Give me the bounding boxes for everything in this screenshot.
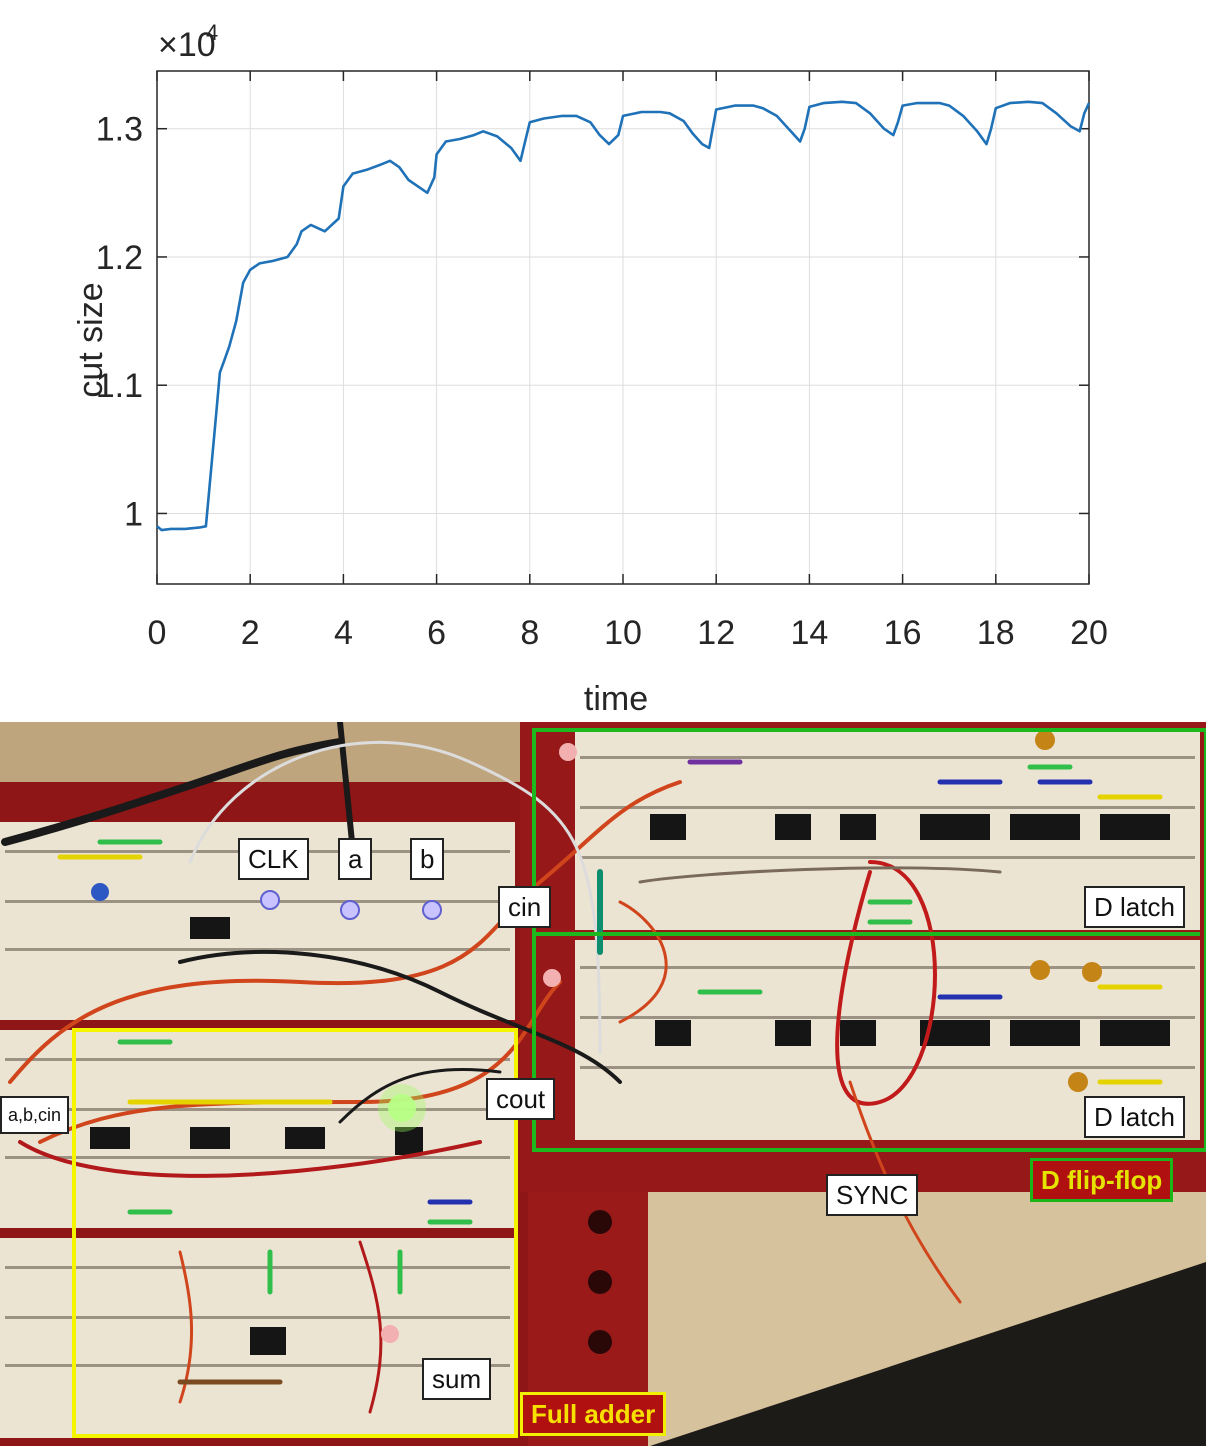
x-tick-label: 20 [1070, 614, 1108, 652]
x-tick-label: 8 [520, 614, 539, 652]
d-flip-flop-box [532, 728, 1206, 1152]
y-tick-label: 1.2 [96, 239, 143, 277]
full-adder-box [72, 1028, 518, 1438]
label-clk: CLK [238, 838, 309, 880]
label-sum: sum [422, 1358, 492, 1400]
x-tick-label: 0 [148, 614, 167, 652]
y-tick-label: 1.3 [96, 111, 143, 149]
y-exponent-power: 4 [206, 20, 218, 45]
d-latch-divider [532, 932, 1200, 936]
grid-lines [157, 71, 1089, 584]
x-tick-label: 12 [697, 614, 735, 652]
label-full-adder: Full adder [520, 1392, 667, 1436]
chart-svg: 0 2 4 6 8 10 12 14 16 18 20 1 1.1 1.2 1.3 time cut si… [72, 20, 1108, 718]
label-abc-input: a,b,cin [0, 1096, 70, 1134]
breadboard-photo: CLK a b cin a,b,cin cout sum D latch D l… [0, 722, 1206, 1446]
y-tick-labels: 1 1.1 1.2 1.3 [96, 111, 143, 534]
x-tick-label: 14 [790, 614, 828, 652]
breadboard-illustration [0, 722, 1206, 1446]
series-layer [156, 100, 1091, 532]
series-line [156, 100, 1091, 532]
x-tick-label: 4 [334, 614, 353, 652]
axis-ticks [156, 71, 1090, 584]
x-tick-label: 16 [884, 614, 922, 652]
y-exponent-base: ×10 [158, 26, 216, 64]
y-tick-label: 1.1 [96, 367, 143, 405]
y-tick-label: 1 [124, 495, 143, 533]
x-tick-label: 2 [241, 614, 260, 652]
label-d-latch-bottom: D latch [1084, 1096, 1185, 1138]
label-b: b [410, 838, 445, 880]
x-tick-label: 10 [604, 614, 642, 652]
x-tick-label: 18 [977, 614, 1015, 652]
x-tick-labels: 0 2 4 6 8 10 12 14 16 18 20 [148, 614, 1108, 652]
label-cin: cin [498, 886, 552, 928]
y-axis-label: cut size [72, 282, 110, 397]
label-sync: SYNC [826, 1174, 919, 1216]
label-d-flip-flop: D flip-flop [1030, 1158, 1174, 1202]
x-axis-label: time [584, 680, 648, 718]
x-tick-label: 6 [427, 614, 446, 652]
cut-size-chart: 0 2 4 6 8 10 12 14 16 18 20 1 1.1 1.2 1.3 time cut si… [0, 0, 1206, 718]
label-d-latch-top: D latch [1084, 886, 1185, 928]
label-a: a [338, 838, 373, 880]
label-cout: cout [486, 1078, 556, 1120]
